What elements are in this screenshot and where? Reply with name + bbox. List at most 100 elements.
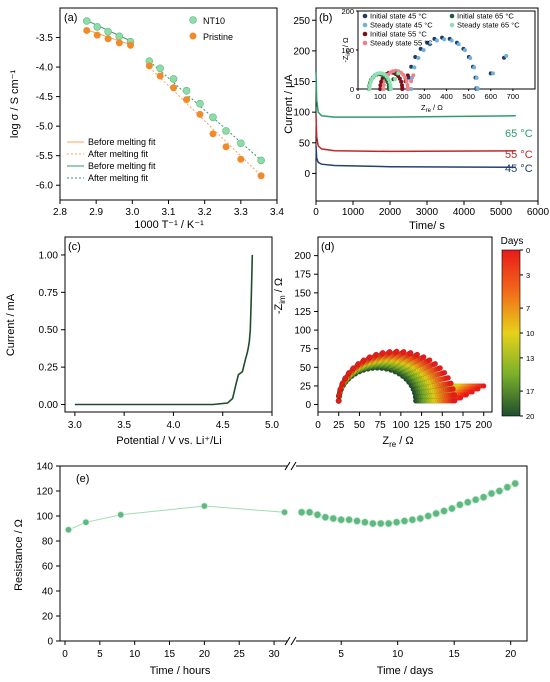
nyquist-point xyxy=(380,349,386,356)
panel-d-ytick-label: 100 xyxy=(294,326,311,337)
resistance-point-days xyxy=(400,517,409,526)
panel-d-xtick-label: 100 xyxy=(393,420,410,431)
panel-e-xtick-hours-label: 15 xyxy=(164,649,176,660)
inset-xlabel-sub: re xyxy=(426,108,432,114)
inset-point xyxy=(412,65,417,70)
panel-a-ytick-label: -3.5 xyxy=(36,33,54,44)
resistance-point-days xyxy=(368,519,377,528)
panel-e-frame xyxy=(59,465,528,642)
panel-e-label: (e) xyxy=(76,473,89,485)
panel-b-xtick-label: 4000 xyxy=(453,207,476,218)
inset-point xyxy=(456,42,461,47)
resistance-point-hours xyxy=(117,511,125,519)
panel-c-xtick-label: 5.0 xyxy=(265,420,279,431)
inset-point xyxy=(400,85,405,90)
panel-d-ylabel-unit: / Ω xyxy=(273,278,285,295)
axis-break-mask-top xyxy=(287,462,296,471)
inset-xlabel-main: Z xyxy=(421,103,426,112)
panel-a-xtick-label: 3.0 xyxy=(125,207,139,218)
resistance-point-days xyxy=(353,517,362,526)
panel-e-xtick-hours-label: 0 xyxy=(62,649,68,660)
inset-point xyxy=(472,65,477,70)
panel-d-ytick-label: 75 xyxy=(300,344,312,355)
resistance-point-days xyxy=(487,489,496,498)
data-point-nt10 xyxy=(237,139,245,148)
panel-e-xtick-days-label: 20 xyxy=(505,649,517,660)
axis-break-line-1 xyxy=(284,461,291,471)
fit-line-2 xyxy=(146,64,263,178)
axis-break-mark xyxy=(284,461,297,646)
panel-b-ylabel: Current / μA xyxy=(283,74,295,134)
data-point-nt10 xyxy=(115,32,124,41)
inset-point xyxy=(475,86,480,91)
inset-point xyxy=(409,64,414,69)
panel-b-xlabel: Time/ s xyxy=(409,220,445,232)
inset-point xyxy=(379,79,384,84)
panel-c-xtick-label: 3.0 xyxy=(68,420,82,431)
panel-d-xlabel: Zre / Ω xyxy=(382,435,413,449)
data-point-nt10 xyxy=(93,23,102,31)
inset-xlabel: Zre / Ω xyxy=(421,103,443,114)
panel-c-xlabel: Potential / V vs. Li⁺/Li xyxy=(116,435,221,447)
panel-c-xtick-label: 4.5 xyxy=(216,420,230,431)
inset-point xyxy=(367,83,372,88)
inset-legend-marker xyxy=(362,31,368,37)
nyquist-point xyxy=(361,357,367,363)
nyquist-point xyxy=(386,348,393,355)
colorbar-title: Days xyxy=(501,236,524,247)
resistance-line-hours xyxy=(68,505,285,531)
panel-c-ytick-label: 0.00 xyxy=(39,400,59,411)
inset-point xyxy=(386,77,391,82)
nyquist-point xyxy=(437,365,443,371)
legend-label-fit-2: After melting fit xyxy=(88,149,149,159)
panel-e-xtick-days-label: 10 xyxy=(392,649,404,660)
inset-legend-label: Steady state 45 °C xyxy=(370,21,433,30)
inset-point xyxy=(378,87,383,91)
inset-point xyxy=(434,38,439,43)
data-point-pristine xyxy=(127,41,135,49)
panel-e-ylabel: Resistance / Ω xyxy=(13,519,25,591)
panel-e-ytick-label: 140 xyxy=(36,462,53,473)
panel-b-xtick-label: 2000 xyxy=(379,207,402,218)
panel-c-frame xyxy=(64,236,273,413)
inset-point xyxy=(490,71,495,76)
panel-d-xtick-label: 75 xyxy=(375,420,387,431)
inset-point xyxy=(403,75,408,80)
panel-d-ytick-label: 25 xyxy=(300,381,312,392)
panel-e-ytick-label: 0 xyxy=(47,637,53,648)
panel-d-xtick-label: 200 xyxy=(475,420,492,431)
axis-break-mask-bottom xyxy=(287,636,296,645)
axis-break-line-3 xyxy=(284,636,291,646)
nyquist-tail-point xyxy=(481,383,487,389)
nyquist-point xyxy=(450,386,456,392)
panel-d-xtick-label: 0 xyxy=(315,420,321,431)
data-point-pristine xyxy=(183,96,191,104)
panel-c-ytick-label: 0.50 xyxy=(39,325,59,336)
data-point-pristine xyxy=(156,72,164,80)
data-point-nt10 xyxy=(156,64,164,73)
panel-e-xtick-hours-label: 25 xyxy=(234,649,246,660)
panel-e-ytick-label: 40 xyxy=(42,587,54,598)
nyquist-point xyxy=(445,375,451,381)
legend-marker-pristine xyxy=(189,32,197,40)
panel-b-inset-nyquist: 0 100 200 300 400 500 600 700 0 100 200 Zre / Ω -Z… xyxy=(341,7,536,114)
data-point-pristine xyxy=(83,26,91,34)
inset-point xyxy=(409,79,414,84)
nyquist-point xyxy=(451,392,458,398)
nyquist-point xyxy=(355,361,362,367)
data-point-pristine xyxy=(170,84,178,92)
inset-point xyxy=(393,77,398,82)
resistance-point-days xyxy=(408,515,417,524)
panel-a-ytick-label: -5.5 xyxy=(36,151,54,162)
data-point-pristine xyxy=(257,172,265,180)
colorbar-tick-label: 17 xyxy=(526,387,534,396)
panel-e-xtick-days-label: 5 xyxy=(338,649,344,660)
inset-point xyxy=(462,48,467,53)
legend-label-fit-1: Before melting fit xyxy=(88,137,156,147)
resistance-point-days xyxy=(479,493,488,502)
panel-c-ytick-label: 0.75 xyxy=(39,288,59,299)
nyquist-point xyxy=(393,348,400,355)
inset-point xyxy=(404,79,409,84)
series-label-45c: 45 °C xyxy=(505,163,533,175)
